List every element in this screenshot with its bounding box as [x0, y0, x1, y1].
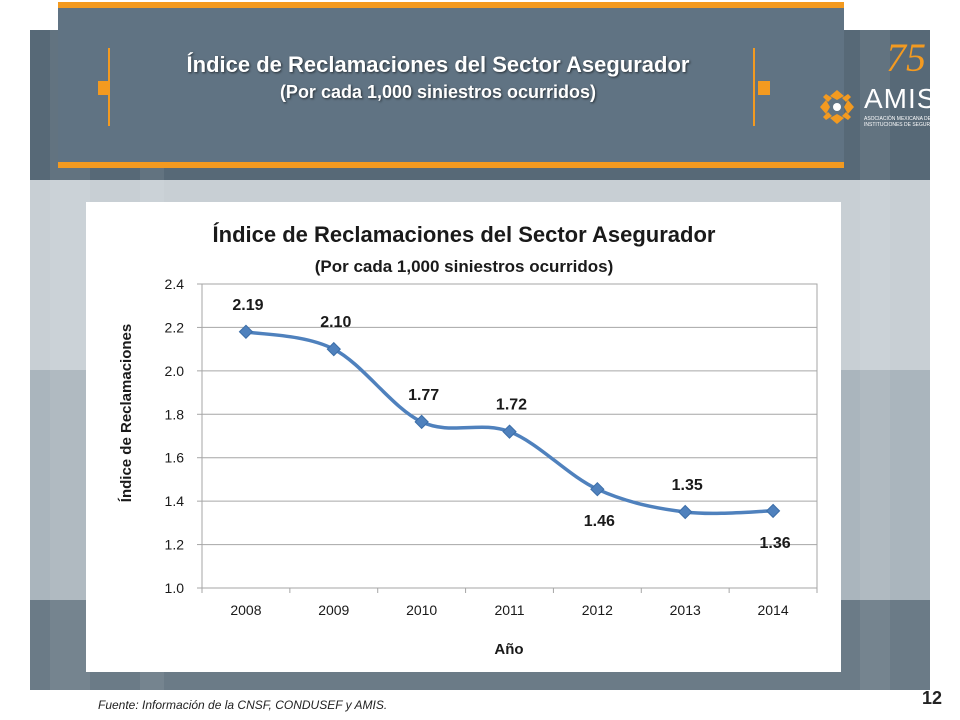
- line-chart: Índice de Reclamaciones del Sector Asegu…: [118, 222, 818, 658]
- chart-subtitle: (Por cada 1,000 siniestros ocurridos): [315, 257, 614, 276]
- x-tick-label: 2010: [406, 602, 437, 618]
- data-point-marker: [326, 341, 341, 357]
- data-label: 1.36: [760, 535, 791, 552]
- amis-emblem-icon: [820, 90, 854, 124]
- chart-title: Índice de Reclamaciones del Sector Asegu…: [213, 222, 716, 247]
- data-label: 1.77: [408, 387, 439, 404]
- header-panel: Índice de Reclamaciones del Sector Asegu…: [58, 2, 937, 168]
- bracket-right: [753, 48, 755, 126]
- logo-anniversary: 75: [886, 35, 926, 80]
- source-note: Fuente: Información de la CNSF, CONDUSEF…: [98, 698, 388, 712]
- y-tick-label: 1.0: [165, 580, 185, 596]
- data-label: 1.35: [672, 477, 703, 494]
- y-tick-label: 1.2: [165, 537, 185, 553]
- y-tick-label: 2.0: [165, 363, 185, 379]
- y-tick-label: 1.4: [165, 493, 185, 509]
- x-axis-title: Año: [494, 641, 523, 658]
- slide-title: Índice de Reclamaciones del Sector Asegu…: [186, 52, 690, 77]
- data-point-marker: [502, 424, 517, 439]
- data-point-marker: [590, 481, 605, 497]
- page-number: 12: [922, 688, 943, 708]
- y-tick-label: 1.8: [165, 406, 185, 422]
- x-tick-label: 2013: [670, 602, 701, 618]
- data-label: 1.46: [584, 513, 615, 530]
- x-tick-label: 2009: [318, 602, 349, 618]
- data-point-marker: [414, 414, 429, 430]
- data-point-marker: [765, 503, 781, 519]
- x-tick-label: 2008: [230, 602, 261, 618]
- data-label: 2.10: [320, 314, 351, 331]
- data-point-marker: [678, 504, 693, 520]
- logo-name: AMIS: [864, 83, 937, 114]
- y-axis-title: Índice de Reclamaciones: [118, 324, 135, 502]
- y-tick-label: 1.6: [165, 450, 185, 466]
- data-point-marker: [238, 324, 254, 339]
- logo-tagline-1: ASOCIACIÓN MEXICANA DE: [864, 116, 931, 122]
- amis-logo: 75 AMIS ASOCIACIÓN MEXICANA DE INSTITUCI…: [806, 38, 952, 148]
- data-label: 2.19: [232, 297, 263, 314]
- chart-card: Índice de Reclamaciones del Sector Asegu…: [86, 202, 841, 672]
- y-tick-label: 2.4: [165, 276, 185, 292]
- y-tick-label: 2.2: [165, 319, 185, 335]
- x-tick-label: 2011: [494, 602, 524, 618]
- data-label: 1.72: [496, 397, 527, 414]
- slide-subtitle: (Por cada 1,000 siniestros ocurridos): [279, 82, 597, 102]
- x-tick-label: 2014: [757, 602, 788, 618]
- logo-tagline-2: INSTITUCIONES DE SEGUROS: [864, 122, 938, 128]
- x-tick-label: 2012: [582, 602, 613, 618]
